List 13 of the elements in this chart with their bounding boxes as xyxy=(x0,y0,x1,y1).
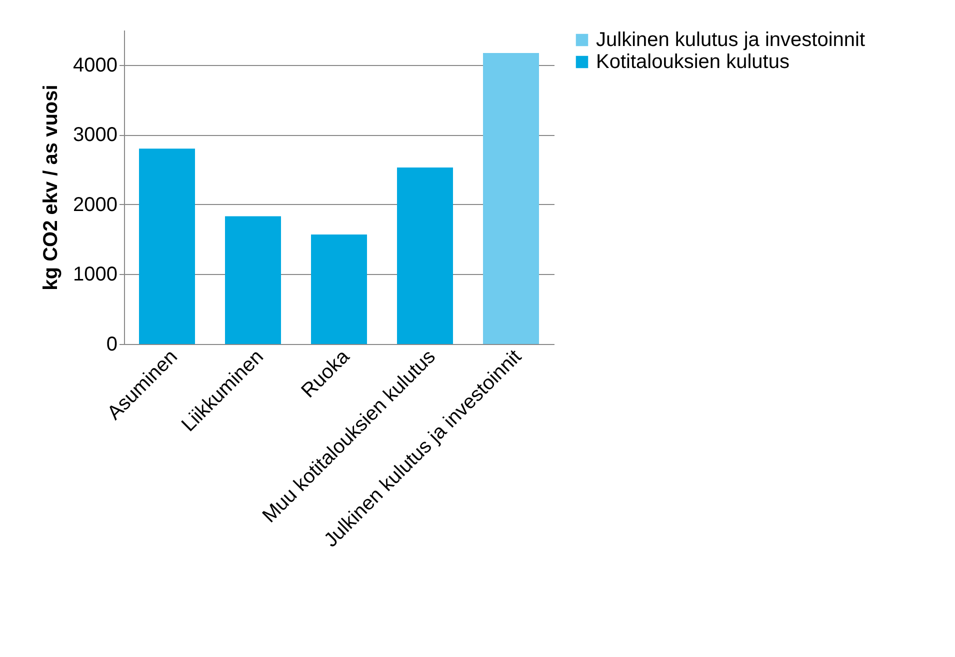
bar xyxy=(397,167,453,344)
y-tick-label: 0 xyxy=(106,334,118,356)
y-tick-label: 4000 xyxy=(73,54,118,76)
y-axis-title: kg CO2 ekv / as vuosi xyxy=(40,84,62,290)
bar xyxy=(139,148,195,344)
bar xyxy=(311,234,367,344)
bar xyxy=(225,216,281,344)
y-tick-label: 1000 xyxy=(73,264,118,286)
y-tick-label: 2000 xyxy=(73,194,118,216)
legend-label: Julkinen kulutus ja investoinnit xyxy=(596,29,866,51)
legend-label: Kotitalouksien kulutus xyxy=(596,51,790,73)
y-tick-label: 3000 xyxy=(73,124,118,146)
bar xyxy=(483,53,539,344)
